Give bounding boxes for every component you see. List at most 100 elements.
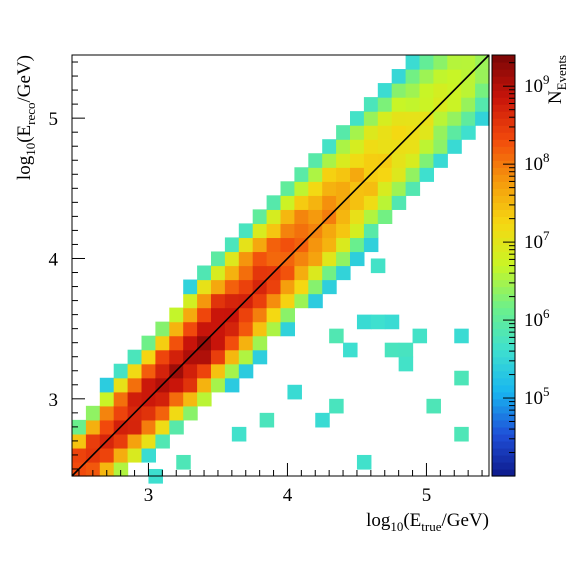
heatmap-bin [252, 321, 268, 337]
colorbar-segment [492, 251, 515, 260]
heatmap-bin [308, 237, 323, 253]
heatmap-bin [433, 111, 448, 126]
heatmap-bin [405, 181, 421, 196]
heatmap-bin [475, 111, 490, 126]
heatmap-bin [308, 181, 323, 196]
heatmap-bin [405, 153, 421, 168]
x-tick-label: 3 [144, 485, 154, 506]
heatmap-bin [224, 237, 240, 253]
colorbar-segment [492, 412, 515, 421]
heatmap-bin [141, 377, 156, 393]
heatmap-bin [433, 153, 448, 168]
heatmap-bin [141, 363, 156, 379]
heatmap-bin [391, 69, 407, 84]
heatmap-bin [419, 153, 434, 168]
heatmap-bin [433, 83, 448, 98]
heatmap-bin [363, 223, 379, 239]
heatmap-bin [169, 307, 184, 323]
heatmap-bin [308, 251, 323, 267]
heatmap-bin [266, 195, 282, 210]
colorbar-segment [492, 118, 515, 126]
heatmap-bin [336, 139, 351, 154]
heatmap-bin [85, 405, 101, 421]
colorbar-segment [492, 188, 515, 196]
heatmap-bin [211, 293, 226, 309]
heatmap-bin [155, 335, 170, 351]
heatmap-bin [169, 391, 184, 407]
heatmap-bin [350, 237, 365, 253]
colorbar-segment [492, 69, 515, 77]
heatmap-bin-sparse [231, 426, 247, 442]
colorbar-segment [492, 230, 515, 239]
heatmap-bin [280, 307, 295, 323]
colorbar-segment [492, 237, 515, 246]
colorbar-segment [492, 55, 515, 63]
heatmap-bin [336, 125, 351, 140]
heatmap-bin [447, 111, 462, 126]
heatmap-bin [197, 363, 212, 379]
colorbar-segment [492, 132, 515, 140]
colorbar-tick-label: 108 [524, 150, 550, 175]
heatmap-bin [252, 251, 268, 267]
heatmap-bin [183, 321, 198, 337]
heatmap-bin [266, 321, 282, 337]
heatmap-bin [238, 321, 254, 337]
colorbar-segment [492, 83, 515, 91]
heatmap-bin [280, 223, 295, 239]
colorbar-segment [492, 342, 515, 351]
heatmap-bin [155, 419, 170, 435]
heatmap-bin [211, 363, 226, 379]
heatmap-bin [447, 139, 462, 154]
heatmap-bin-sparse [454, 370, 469, 386]
heatmap-bin [183, 279, 198, 295]
heatmap-bin [252, 293, 268, 309]
colorbar-segment [492, 223, 515, 232]
heatmap-bins [72, 55, 490, 484]
heatmap-bin [363, 209, 379, 224]
heatmap-bin [266, 279, 282, 295]
x-tick-label: 5 [422, 485, 432, 506]
heatmap-bin [350, 223, 365, 239]
heatmap-bin [475, 69, 490, 84]
heatmap-bin [238, 307, 254, 323]
heatmap-bin-sparse [384, 342, 400, 358]
heatmap-bin [211, 307, 226, 323]
colorbar-segment [492, 265, 515, 274]
heatmap-bin [169, 349, 184, 365]
heatmap-bin-sparse [176, 454, 191, 470]
heatmap-bin-sparse [398, 342, 414, 358]
heatmap-bin [252, 223, 268, 239]
y-tick-label: 5 [49, 109, 59, 130]
heatmap-bin [350, 251, 365, 267]
heatmap-bin [238, 251, 254, 267]
heatmap-bin [336, 181, 351, 196]
colorbar-segment [492, 370, 515, 379]
heatmap-bin [238, 349, 254, 365]
colorbar-segment [492, 195, 515, 203]
heatmap-bin [252, 307, 268, 323]
heatmap-bin [350, 167, 365, 182]
heatmap-bin [113, 405, 129, 421]
heatmap-bin-sparse [287, 384, 302, 400]
heatmap-bin-sparse [370, 314, 386, 330]
heatmap-bin [211, 349, 226, 365]
heatmap-bin [169, 335, 184, 351]
heatmap-bin [211, 265, 226, 281]
colorbar-segment [492, 209, 515, 217]
x-tick-label: 4 [283, 485, 293, 506]
heatmap-bin [280, 293, 295, 309]
heatmap-bin [322, 237, 337, 253]
heatmap-bin [322, 139, 337, 154]
heatmap-bin [294, 209, 309, 224]
diagonal-reference-line [71, 54, 490, 477]
heatmap-bin [127, 419, 143, 435]
heatmap-bin [127, 377, 143, 393]
heatmap-bin [363, 153, 379, 168]
heatmap-bin [113, 391, 129, 407]
heatmap-bin [280, 321, 295, 337]
heatmap-bin [197, 279, 212, 295]
heatmap-bin [113, 377, 129, 393]
heatmap-bin [322, 153, 337, 168]
heatmap-bin-sparse [356, 454, 372, 470]
